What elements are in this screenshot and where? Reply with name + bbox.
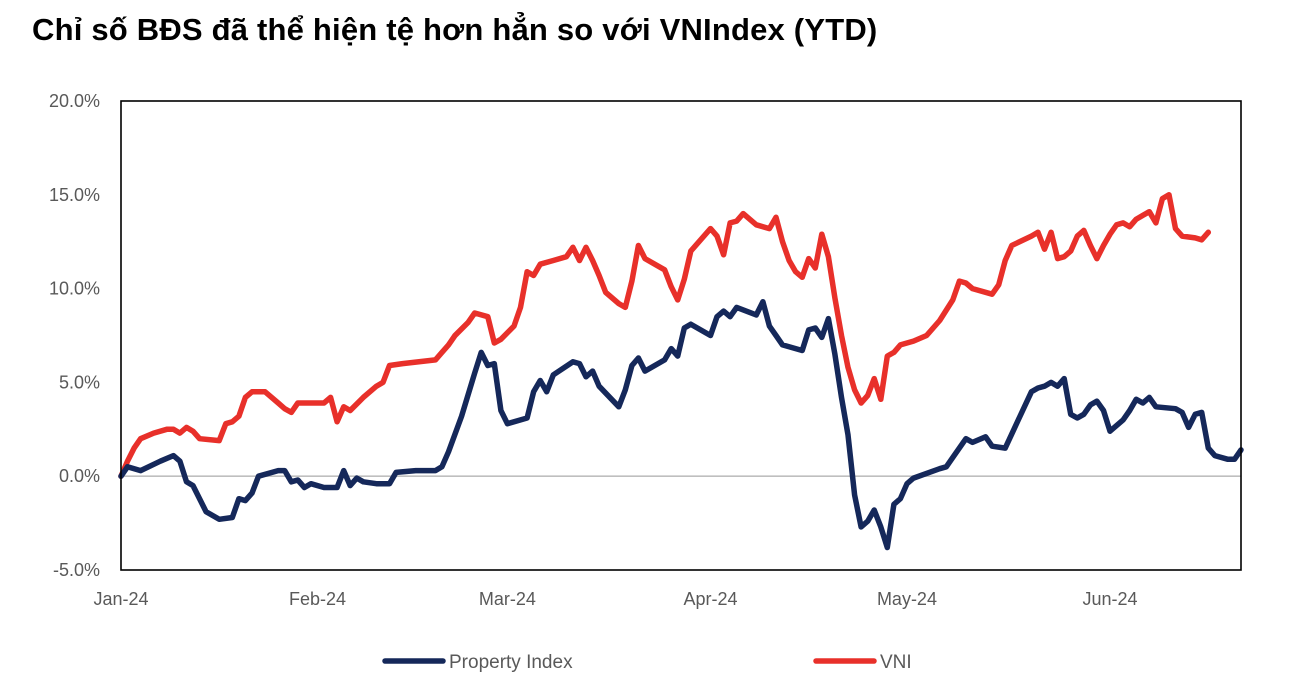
y-tick-label: 15.0% — [49, 185, 100, 205]
x-tick-label: Apr-24 — [683, 589, 737, 609]
legend: Property Index VNI — [382, 652, 912, 673]
plot-area-frame — [120, 100, 1242, 571]
x-axis-ticks: Jan-24 Feb-24 Mar-24 Apr-24 May-24 Jun-24 — [93, 589, 1137, 609]
y-tick-label: 0.0% — [59, 466, 100, 486]
series-lines — [118, 192, 1244, 551]
x-tick-label: Mar-24 — [479, 589, 536, 609]
chart-title: Chỉ số BĐS đã thể hiện tệ hơn hẳn so với… — [32, 12, 878, 47]
y-axis-ticks: -5.0% 0.0% 5.0% 10.0% 15.0% 20.0% — [49, 91, 100, 580]
legend-label: Property Index — [449, 652, 573, 673]
x-tick-label: Feb-24 — [289, 589, 346, 609]
y-tick-label: 10.0% — [49, 279, 100, 299]
legend-label: VNI — [880, 652, 912, 673]
series-line-property-index — [118, 298, 1244, 551]
x-tick-label: Jan-24 — [93, 589, 148, 609]
y-tick-label: 5.0% — [59, 372, 100, 392]
x-tick-label: May-24 — [877, 589, 937, 609]
series-line-vni — [118, 192, 1212, 479]
y-tick-label: 20.0% — [49, 91, 100, 111]
y-tick-label: -5.0% — [53, 560, 100, 580]
x-tick-label: Jun-24 — [1082, 589, 1137, 609]
